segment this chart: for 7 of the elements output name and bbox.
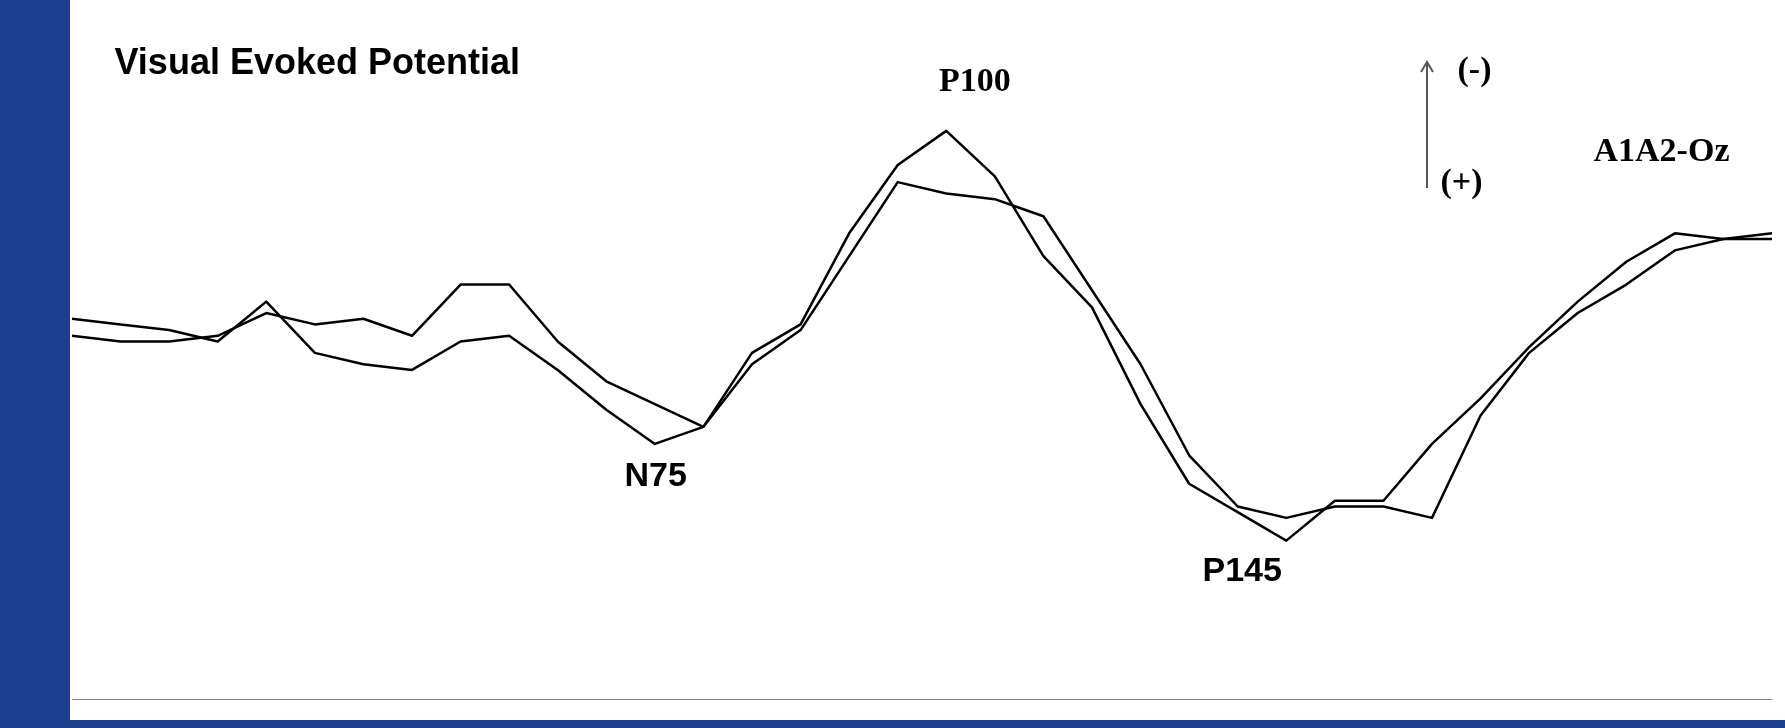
annotation: (+)	[1440, 162, 1483, 200]
annotation: A1A2-Oz	[1593, 130, 1730, 168]
chart-title: Visual Evoked Potential	[114, 41, 520, 82]
annotation: P145	[1202, 549, 1282, 588]
text: (-)	[1457, 50, 1492, 88]
annotation: N75	[624, 455, 687, 493]
text: P100	[939, 60, 1011, 98]
